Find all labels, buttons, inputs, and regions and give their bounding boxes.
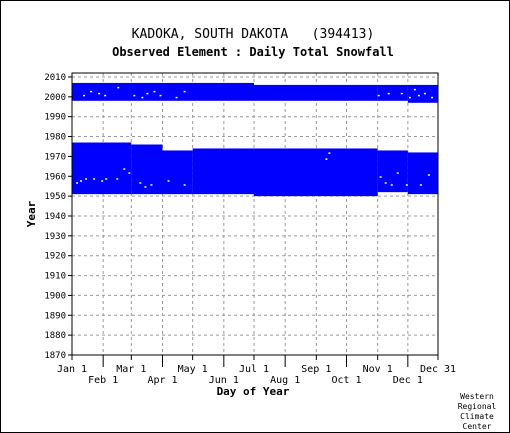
coverage-block-4 (253, 148, 378, 197)
missing-day-10 (144, 186, 147, 188)
x-tick-label-12: Dec 1 (393, 375, 423, 386)
chart-title: KADOKA, SOUTH DAKOTA (394413) (132, 27, 375, 42)
missing-day-28 (133, 94, 136, 97)
coverage-block-2 (162, 150, 193, 195)
y-tick-label-1900: 1900 (44, 291, 66, 301)
grid-lines (71, 73, 439, 356)
missing-day-12 (167, 180, 170, 182)
x-tick-label-11: Oct 1 (331, 375, 361, 386)
x-tick-label-5: Nov 1 (363, 364, 393, 375)
missing-day-3 (93, 178, 96, 180)
x-tick-label-9: Jun 1 (209, 375, 239, 386)
missing-day-42 (430, 96, 433, 99)
y-axis-ticks: 1870 1880 1890 1900 1910 1920 1930 1940 1950 1960… (44, 73, 72, 361)
credit-line-2: Regional (458, 402, 497, 411)
y-tick-label-1990: 1990 (44, 113, 66, 123)
coverage-block-0 (72, 142, 132, 195)
x-tick-label-6: Dec 31 (420, 364, 456, 375)
missing-day-13 (183, 184, 186, 186)
missing-day-14 (325, 158, 328, 160)
missing-day-7 (123, 168, 126, 170)
x-tick-label-7: Feb 1 (88, 375, 118, 386)
missing-day-23 (83, 94, 86, 97)
coverage-block-6 (407, 152, 438, 195)
credit-line-4: Center (463, 422, 492, 431)
y-tick-label-1880: 1880 (44, 331, 66, 341)
missing-day-37 (400, 92, 403, 95)
missing-day-19 (396, 172, 399, 174)
coverage-block-1 (131, 144, 163, 195)
coverage-block-7 (72, 82, 254, 101)
missing-day-34 (183, 90, 186, 93)
coverage-block-8 (253, 84, 378, 101)
chart-subtitle: Observed Element : Daily Total Snowfall (112, 45, 394, 59)
x-tick-label-1: Mar 1 (116, 364, 146, 375)
missing-day-11 (150, 184, 153, 186)
missing-day-1 (80, 180, 83, 182)
missing-day-29 (141, 96, 144, 99)
missing-day-40 (417, 94, 420, 97)
missing-day-25 (98, 92, 101, 95)
missing-day-36 (387, 92, 390, 95)
x-tick-label-3: Jul 1 (239, 364, 269, 375)
missing-day-39 (413, 88, 416, 91)
missing-day-0 (76, 182, 79, 184)
y-tick-label-2010: 2010 (44, 73, 66, 83)
missing-day-5 (105, 178, 108, 180)
coverage-block-3 (192, 148, 254, 195)
missing-day-21 (419, 184, 422, 186)
data-marks (72, 82, 438, 197)
missing-day-30 (146, 92, 149, 95)
missing-day-2 (85, 178, 88, 180)
missing-day-32 (159, 94, 162, 97)
x-tick-label-2: May 1 (178, 364, 208, 375)
x-tick-label-8: Apr 1 (147, 375, 177, 386)
missing-marks (76, 86, 433, 188)
plot-area-border (71, 72, 439, 356)
missing-day-17 (384, 182, 387, 184)
y-tick-label-1870: 1870 (44, 351, 66, 361)
y-tick-label-1970: 1970 (44, 152, 66, 162)
y-tick-label-1950: 1950 (44, 192, 66, 202)
coverage-block-10 (407, 84, 438, 103)
y-tick-label-1980: 1980 (44, 133, 66, 143)
missing-day-9 (139, 182, 142, 184)
y-tick-label-1940: 1940 (44, 212, 66, 222)
missing-day-4 (101, 180, 104, 182)
credit-block: Western Regional Climate Center (458, 392, 497, 431)
y-tick-label-1910: 1910 (44, 272, 66, 282)
x-tick-label-4: Sep 1 (301, 364, 331, 375)
credit-line-3: Climate (460, 412, 494, 421)
coverage-block-5 (377, 150, 408, 193)
missing-day-33 (175, 96, 178, 99)
missing-day-38 (408, 96, 411, 99)
missing-day-41 (423, 92, 426, 95)
credit-line-1: Western (460, 392, 494, 401)
x-tick-label-0: Jan 1 (57, 364, 87, 375)
missing-day-27 (117, 86, 120, 89)
missing-day-24 (90, 90, 93, 93)
y-tick-label-1930: 1930 (44, 232, 66, 242)
y-tick-label-2000: 2000 (44, 93, 66, 103)
missing-day-18 (390, 184, 393, 186)
missing-day-22 (427, 174, 430, 176)
y-axis-label: Year (25, 200, 38, 227)
missing-day-8 (128, 172, 131, 174)
y-tick-label-1960: 1960 (44, 172, 66, 182)
y-tick-label-1890: 1890 (44, 311, 66, 321)
x-axis-label: Day of Year (217, 385, 290, 398)
missing-day-16 (379, 176, 382, 178)
missing-day-20 (405, 184, 408, 186)
y-tick-label-1920: 1920 (44, 252, 66, 262)
missing-day-26 (104, 94, 107, 97)
x-axis-ticks: Jan 1 Mar 1 May 1 Jul 1 Sep 1 Nov 1 Dec 31 Feb … (57, 355, 456, 386)
missing-day-31 (153, 90, 156, 93)
missing-day-35 (377, 94, 380, 97)
x-tick-label-10: Aug 1 (270, 375, 300, 386)
missing-day-6 (116, 178, 119, 180)
missing-day-15 (328, 152, 331, 154)
coverage-block-9 (377, 84, 408, 101)
